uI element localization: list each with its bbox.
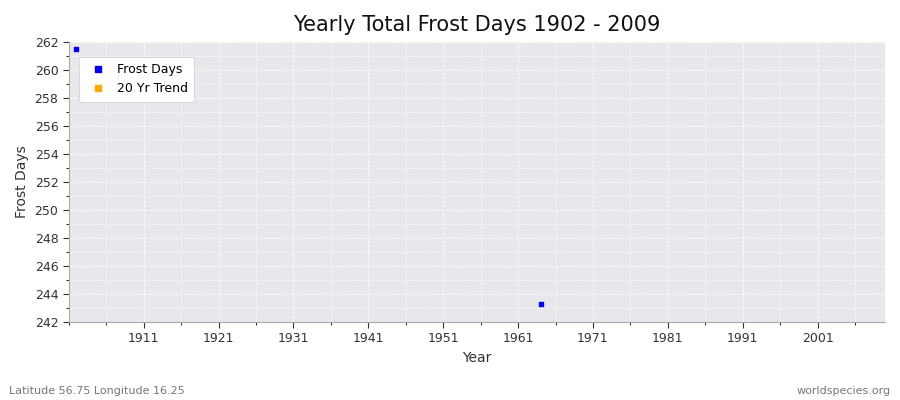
Legend: Frost Days, 20 Yr Trend: Frost Days, 20 Yr Trend [79, 57, 194, 102]
Y-axis label: Frost Days: Frost Days [15, 146, 29, 218]
Point [534, 301, 548, 307]
Text: worldspecies.org: worldspecies.org [796, 386, 891, 396]
Text: Latitude 56.75 Longitude 16.25: Latitude 56.75 Longitude 16.25 [9, 386, 184, 396]
Title: Yearly Total Frost Days 1902 - 2009: Yearly Total Frost Days 1902 - 2009 [293, 15, 661, 35]
Point [69, 46, 84, 52]
X-axis label: Year: Year [463, 351, 491, 365]
